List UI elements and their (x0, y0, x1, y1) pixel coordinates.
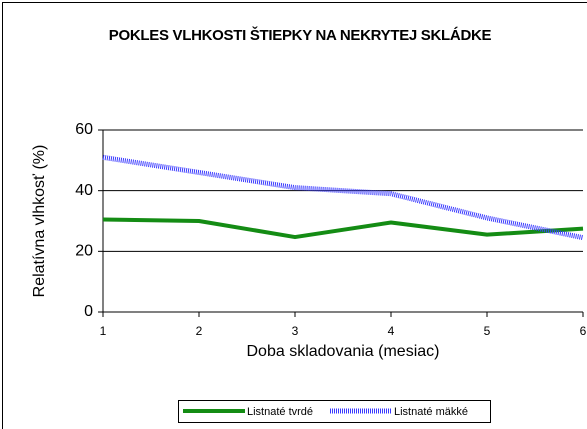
y-tick-label: 0 (84, 303, 93, 320)
series-line (102, 217, 584, 240)
y-tick-label: 60 (75, 121, 93, 138)
x-axis-label: Doba skladovania (mesiac) (247, 343, 440, 360)
legend-label: Listnaté tvrdé (247, 406, 313, 418)
x-tick-label: 3 (292, 324, 299, 338)
x-tick-label: 5 (484, 324, 491, 338)
y-tick-label: 40 (75, 182, 93, 199)
legend-label: Listnaté mäkké (394, 406, 468, 418)
x-tick-label: 2 (196, 324, 203, 338)
x-tick-label: 1 (100, 324, 107, 338)
series-line (102, 154, 584, 241)
x-tick-label: 4 (388, 324, 395, 338)
y-axis-label: Relatívna vlhkosť (%) (31, 145, 48, 298)
y-tick-label: 20 (75, 243, 93, 260)
chart-title: POKLES VLHKOSTI ŠTIEPKY NA NEKRYTEJ SKLÁ… (108, 27, 492, 44)
x-tick-label: 6 (580, 324, 587, 338)
